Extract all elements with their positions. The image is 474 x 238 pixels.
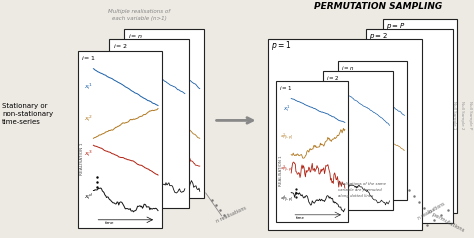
Bar bbox=[78, 51, 162, 228]
Bar bbox=[276, 81, 348, 222]
Text: variable are permuted: variable are permuted bbox=[338, 188, 382, 192]
Bar bbox=[366, 29, 453, 223]
Text: Multiple realisations of: Multiple realisations of bbox=[108, 9, 170, 14]
Bar bbox=[109, 39, 189, 208]
Text: $x_{P[i,p]}^2$: $x_{P[i,p]}^2$ bbox=[280, 131, 293, 143]
Text: non-stationary: non-stationary bbox=[2, 111, 53, 117]
Text: Null Sample 1: Null Sample 1 bbox=[452, 101, 456, 130]
Text: $x_{P[i,p]}^d$: $x_{P[i,p]}^d$ bbox=[280, 193, 293, 205]
Text: time: time bbox=[105, 221, 115, 225]
Bar bbox=[338, 61, 408, 200]
Text: $p=2$: $p=2$ bbox=[369, 31, 387, 41]
Text: Stationary or: Stationary or bbox=[2, 104, 47, 109]
Text: $i=1$: $i=1$ bbox=[279, 84, 292, 92]
Text: n realisations: n realisations bbox=[216, 205, 247, 224]
Text: $x_i^d$: $x_i^d$ bbox=[84, 191, 93, 202]
Text: $x_i^3$: $x_i^3$ bbox=[84, 148, 93, 159]
Text: $i=n$: $i=n$ bbox=[341, 64, 354, 72]
Text: $x_i^1$: $x_i^1$ bbox=[84, 81, 93, 92]
Text: REALISATION 1: REALISATION 1 bbox=[279, 156, 283, 186]
Text: each variable (n>1): each variable (n>1) bbox=[112, 16, 166, 21]
Text: $i=1$: $i=1$ bbox=[82, 54, 96, 62]
Text: $x_i^1$: $x_i^1$ bbox=[283, 103, 291, 114]
Text: $i=2$: $i=2$ bbox=[326, 74, 339, 82]
Text: $x_i^2$: $x_i^2$ bbox=[84, 113, 93, 124]
Text: $p=1$: $p=1$ bbox=[271, 39, 292, 52]
Text: $i=n$: $i=n$ bbox=[128, 32, 143, 40]
Text: along dotted lines: along dotted lines bbox=[338, 194, 373, 198]
Text: Null Sample P: Null Sample P bbox=[468, 101, 472, 130]
Text: PERMUTATION SAMPLING: PERMUTATION SAMPLING bbox=[313, 2, 442, 11]
Text: $i=2$: $i=2$ bbox=[113, 42, 128, 50]
Bar bbox=[124, 29, 204, 198]
Text: Realisations of the same: Realisations of the same bbox=[338, 182, 386, 186]
Text: $x_{P[i,p]}^3$: $x_{P[i,p]}^3$ bbox=[280, 163, 293, 175]
Text: $p=P$: $p=P$ bbox=[386, 21, 405, 31]
Text: time-series: time-series bbox=[2, 119, 41, 125]
Text: n realisations: n realisations bbox=[418, 201, 447, 221]
Bar bbox=[268, 39, 422, 230]
Bar bbox=[323, 71, 392, 210]
Text: REALISATION 1: REALISATION 1 bbox=[81, 143, 84, 175]
Bar bbox=[383, 19, 457, 213]
Text: time: time bbox=[296, 216, 305, 220]
Text: Null Sample 2: Null Sample 2 bbox=[460, 101, 464, 130]
Text: P permutations: P permutations bbox=[428, 209, 465, 233]
